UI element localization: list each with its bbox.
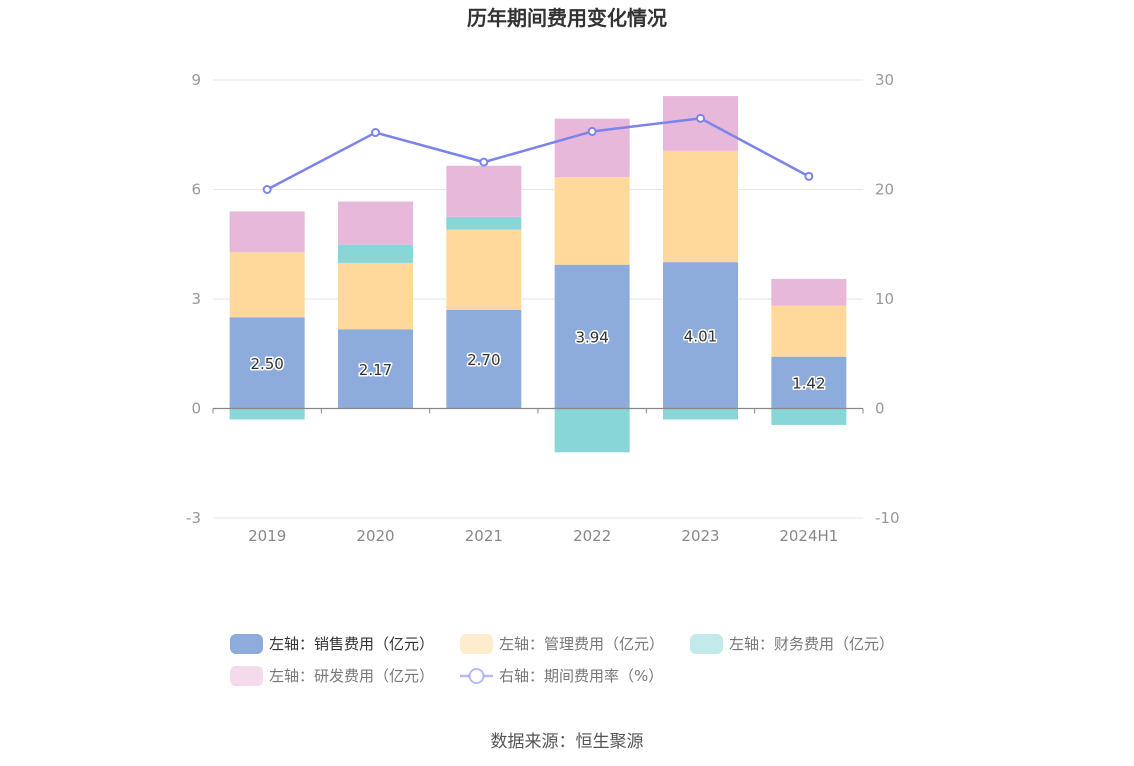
legend-label: 左轴：财务费用（亿元）	[729, 635, 894, 653]
left-axis-tick: 9	[191, 71, 201, 89]
line-series	[262, 113, 814, 194]
bar[interactable]	[338, 262, 413, 330]
bar[interactable]	[229, 211, 305, 253]
bar[interactable]	[446, 229, 522, 310]
x-axis-tick-label: 2024H1	[779, 527, 838, 545]
legend-swatch-point	[468, 668, 485, 684]
bar[interactable]	[338, 329, 413, 409]
chart-title: 历年期间费用变化情况	[467, 6, 667, 30]
legend-swatch	[230, 666, 263, 686]
line-point[interactable]	[696, 113, 705, 123]
source-note: 数据来源：恒生聚源	[491, 732, 644, 752]
bar[interactable]	[663, 408, 738, 420]
bar[interactable]	[663, 262, 738, 409]
bar[interactable]	[446, 165, 522, 217]
left-axis-tick: 6	[191, 181, 201, 199]
right-axis-tick: 0	[875, 400, 885, 418]
bar[interactable]	[229, 408, 305, 420]
bar[interactable]	[446, 309, 522, 409]
bar[interactable]	[554, 408, 630, 453]
legend-item[interactable]: 左轴：管理费用（亿元）	[460, 634, 664, 654]
left-axis-tick: 0	[191, 400, 201, 418]
left-axis-tick: 3	[191, 290, 201, 308]
x-axis-tick-label: 2021	[465, 527, 503, 545]
right-axis-tick: 30	[875, 71, 894, 89]
line-point[interactable]	[262, 185, 272, 194]
bar[interactable]	[663, 150, 738, 263]
bar-data-label: 2.50	[250, 355, 283, 373]
bar[interactable]	[554, 264, 630, 409]
bar[interactable]	[338, 201, 413, 245]
line-path	[266, 117, 810, 191]
bar[interactable]	[771, 408, 847, 425]
legend: 左轴：销售费用（亿元） 左轴：管理费用（亿元） 左轴：财务费用（亿元） 左轴：研发费用…	[230, 634, 894, 686]
x-axis-tick-label: 2019	[248, 527, 286, 545]
x-axis-tick-label: 2022	[573, 527, 611, 545]
bar-data-label: 2.17	[359, 361, 392, 379]
x-axis-tick-label: 2023	[681, 527, 719, 545]
axes: -3 -10 0 0 3 10 6 20 9 30 2019 2020 2021 2022 2023 2024…	[186, 71, 899, 545]
grid-lines	[213, 79, 863, 519]
line-point[interactable]	[587, 126, 597, 136]
bar-data-label: 4.01	[684, 327, 717, 345]
bar[interactable]	[771, 278, 847, 306]
bar[interactable]	[229, 252, 305, 318]
bar-data-label: 3.94	[575, 329, 608, 347]
bar[interactable]	[554, 177, 630, 265]
legend-item[interactable]: 左轴：销售费用（亿元）	[230, 634, 434, 654]
right-axis-tick: -10	[875, 509, 900, 527]
bar[interactable]	[771, 356, 847, 409]
legend-swatch	[230, 634, 263, 654]
bar-series	[229, 96, 847, 453]
legend-label: 左轴：管理费用（亿元）	[499, 635, 664, 653]
legend-swatch	[460, 634, 493, 654]
legend-label: 左轴：研发费用（亿元）	[269, 667, 434, 685]
bar[interactable]	[771, 305, 847, 357]
right-axis-tick: 10	[875, 290, 894, 308]
line-point[interactable]	[804, 171, 814, 181]
line-point[interactable]	[479, 157, 489, 167]
bar[interactable]	[229, 317, 305, 409]
data-labels: 2.50 2.17 2.70 3.94 4.01 1.42	[249, 326, 827, 394]
bar[interactable]	[338, 244, 413, 263]
left-axis-tick: -3	[186, 509, 201, 527]
legend-item[interactable]: 右轴：期间费用率（%）	[460, 667, 663, 685]
legend-item[interactable]: 左轴：研发费用（亿元）	[230, 666, 434, 686]
right-axis-tick: 20	[875, 181, 894, 199]
legend-label: 左轴：销售费用（亿元）	[269, 635, 434, 653]
legend-label: 右轴：期间费用率（%）	[499, 667, 663, 685]
legend-swatch	[690, 634, 723, 654]
line-point[interactable]	[371, 128, 380, 138]
bar[interactable]	[446, 216, 522, 230]
bar[interactable]	[663, 96, 738, 151]
bar-data-label: 2.70	[467, 351, 500, 369]
x-axis-tick-label: 2020	[356, 527, 394, 545]
legend-item[interactable]: 左轴：财务费用（亿元）	[690, 634, 894, 654]
bar-data-label: 1.42	[792, 375, 825, 393]
